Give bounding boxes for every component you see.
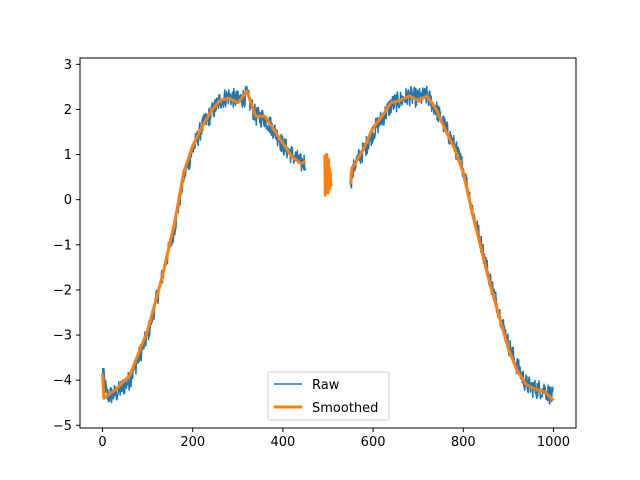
series-smoothed-segment-0 <box>101 89 307 400</box>
x-tick-label-400: 400 <box>270 435 295 450</box>
x-tick-label-1000: 1000 <box>537 435 570 450</box>
y-tick-label-2: 2 <box>64 103 72 118</box>
legend-label-raw: Raw <box>312 378 340 393</box>
x-tick-label-200: 200 <box>180 435 205 450</box>
y-axis-ticks: −5 −4 −3 −2 −1 0 1 2 3 <box>53 58 80 434</box>
plot-frame <box>79 57 577 429</box>
y-tick-label--3: −3 <box>53 329 72 344</box>
y-tick-label-1: 1 <box>64 148 72 163</box>
legend-label-smoothed: Smoothed <box>312 401 378 416</box>
y-tick-label-3: 3 <box>64 58 72 73</box>
x-tick-label-0: 0 <box>98 435 106 450</box>
x-tick-label-600: 600 <box>361 435 386 450</box>
legend: Raw Smoothed <box>267 371 390 421</box>
y-tick-label--5: −5 <box>53 419 72 434</box>
x-tick-label-800: 800 <box>451 435 476 450</box>
series-smoothed-segment-1 <box>323 153 333 197</box>
x-axis-ticks: 0 200 400 600 800 1000 <box>98 428 570 450</box>
y-tick-label--2: −2 <box>53 283 72 298</box>
y-tick-label--1: −1 <box>53 238 72 253</box>
y-tick-label-0: 0 <box>64 193 72 208</box>
y-tick-label--4: −4 <box>53 374 72 389</box>
series-layer <box>101 85 555 405</box>
series-smoothed-segment-2 <box>349 94 555 402</box>
